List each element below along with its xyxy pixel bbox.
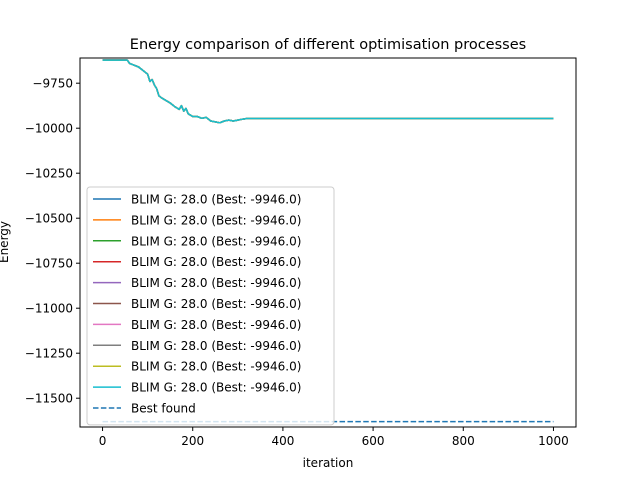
y-tick-label: −10000 (25, 122, 73, 136)
x-tick-label: 800 (452, 434, 475, 448)
y-tick-label: −9750 (32, 77, 73, 91)
plot-frame (79, 57, 577, 428)
series-line-10 (102, 59, 554, 124)
x-axis-label: iteration (303, 456, 354, 470)
chart-title: Energy comparison of different optimisat… (130, 37, 526, 53)
y-axis-label: Energy (0, 221, 11, 263)
x-tick-label: 0 (99, 434, 107, 448)
legend-label: BLIM G: 28.0 (Best: -9946.0) (131, 381, 301, 395)
y-tick-label: −11250 (25, 347, 73, 361)
legend-label: BLIM G: 28.0 (Best: -9946.0) (131, 318, 301, 332)
legend-label: Best found (131, 402, 196, 416)
legend-box (86, 186, 335, 426)
y-tick-label: −11500 (25, 392, 73, 406)
legend-label: BLIM G: 28.0 (Best: -9946.0) (131, 255, 301, 269)
y-tick-label: −10500 (25, 212, 73, 226)
legend-label: BLIM G: 28.0 (Best: -9946.0) (131, 193, 301, 207)
legend-label: BLIM G: 28.0 (Best: -9946.0) (131, 297, 301, 311)
x-tick-label: 600 (362, 434, 385, 448)
legend-label: BLIM G: 28.0 (Best: -9946.0) (131, 339, 301, 353)
x-tick-label: 400 (271, 434, 294, 448)
ticks-layer: 0 200 400 600 800 1000 −9750 −10000 −10250 −10500… (25, 77, 569, 448)
y-tick-label: −11000 (25, 302, 73, 316)
legend-label: BLIM G: 28.0 (Best: -9946.0) (131, 234, 301, 248)
x-tick-label: 200 (181, 434, 204, 448)
y-tick-label: −10750 (25, 257, 73, 271)
legend: BLIM G: 28.0 (Best: -9946.0) BLIM G: 28.0… (86, 186, 335, 426)
legend-label: BLIM G: 28.0 (Best: -9946.0) (131, 276, 301, 290)
y-tick-label: −10250 (25, 167, 73, 181)
legend-label: BLIM G: 28.0 (Best: -9946.0) (131, 213, 301, 227)
x-tick-label: 1000 (538, 434, 569, 448)
legend-label: BLIM G: 28.0 (Best: -9946.0) (131, 360, 301, 374)
